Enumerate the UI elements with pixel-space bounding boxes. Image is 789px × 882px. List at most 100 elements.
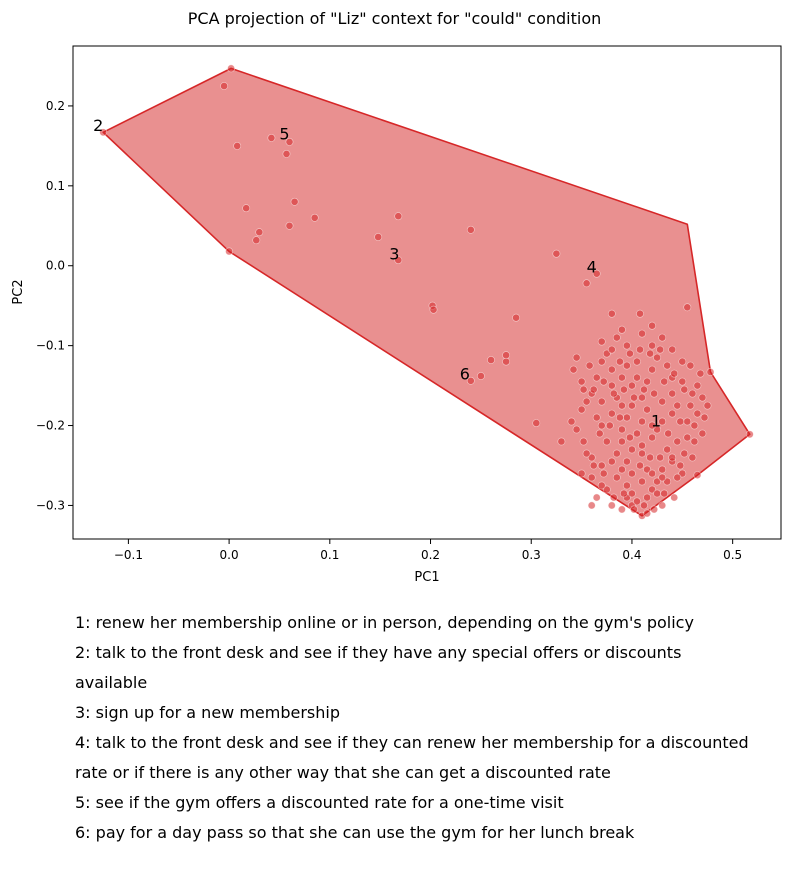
scatter-point xyxy=(582,449,591,458)
caption-line-2: 2: talk to the front desk and see if the… xyxy=(75,643,682,692)
scatter-point xyxy=(646,349,654,358)
scatter-point xyxy=(587,473,596,482)
scatter-point xyxy=(592,413,601,422)
scatter-point xyxy=(595,429,604,438)
scatter-point xyxy=(597,337,606,346)
scatter-point xyxy=(577,405,586,414)
scatter-point xyxy=(282,149,291,158)
annotation-label-1: 1 xyxy=(651,412,661,431)
scatter-point xyxy=(502,351,510,360)
scatter-point xyxy=(592,269,601,278)
scatter-point xyxy=(567,417,576,426)
x-tick-label: 0.2 xyxy=(421,548,440,562)
scatter-point xyxy=(612,473,621,482)
pca-scatter-chart: PCA projection of "Liz" context for "cou… xyxy=(11,9,782,585)
x-axis: −0.1 0.0 0.1 0.2 0.3 0.4 0.5 xyxy=(114,539,742,562)
scatter-point xyxy=(686,401,695,410)
scatter-point xyxy=(628,445,636,454)
scatter-point xyxy=(572,353,581,362)
x-tick-label: 0.0 xyxy=(220,548,239,562)
scatter-point xyxy=(664,429,673,438)
scatter-point xyxy=(638,393,646,402)
scatter-point xyxy=(589,385,598,394)
x-tick-label: −0.1 xyxy=(114,548,143,562)
scatter-point xyxy=(688,453,697,462)
caption-line-4: 4: talk to the front desk and see if the… xyxy=(75,733,749,782)
scatter-point xyxy=(616,357,624,366)
scatter-point xyxy=(394,256,403,264)
scatter-point xyxy=(660,377,669,386)
scatter-point xyxy=(587,501,596,510)
scatter-point xyxy=(678,377,687,386)
scatter-point xyxy=(557,437,566,446)
scatter-point xyxy=(660,489,669,498)
y-tick-label: 0.0 xyxy=(46,259,65,273)
scatter-point xyxy=(643,405,651,414)
scatter-point xyxy=(267,133,276,142)
scatter-point xyxy=(653,477,661,486)
scatter-point xyxy=(579,385,588,394)
scatter-point xyxy=(628,489,636,498)
scatter-point xyxy=(698,429,707,438)
scatter-point xyxy=(648,321,656,330)
scatter-point xyxy=(616,413,624,422)
convex-hull xyxy=(102,67,751,517)
scatter-point xyxy=(688,389,697,398)
y-axis: −0.3 −0.2 −0.1 0.0 0.1 0.2 xyxy=(36,99,73,512)
scatter-point xyxy=(626,433,634,442)
scatter-point xyxy=(628,469,636,478)
scatter-point xyxy=(638,477,646,486)
scatter-point xyxy=(623,413,631,422)
scatter-point xyxy=(587,453,596,462)
scatter-point xyxy=(394,212,403,221)
scatter-point xyxy=(572,425,581,434)
scatter-point xyxy=(466,225,475,234)
scatter-point xyxy=(623,341,631,350)
caption-line-1: 1: renew her membership online or in per… xyxy=(75,613,694,632)
x-tick-label: 0.5 xyxy=(723,548,742,562)
scatter-point xyxy=(668,409,677,418)
scatter-point xyxy=(233,141,242,150)
scatter-point xyxy=(693,381,702,390)
scatter-point xyxy=(640,501,648,510)
scatter-point xyxy=(429,305,438,314)
scatter-point xyxy=(597,481,606,490)
scatter-point xyxy=(599,469,608,478)
scatter-point xyxy=(658,501,667,510)
scatter-point xyxy=(582,397,591,406)
y-tick-label: 0.1 xyxy=(46,179,65,193)
scatter-point xyxy=(602,437,611,446)
scatter-point xyxy=(227,64,235,73)
scatter-point xyxy=(602,485,611,494)
scatter-point xyxy=(620,385,628,394)
scatter-point xyxy=(633,373,641,382)
axes-frame xyxy=(72,45,782,540)
annotation-label-4: 4 xyxy=(587,257,597,276)
scatter-point xyxy=(693,471,702,479)
scatter-point xyxy=(630,393,638,402)
scatter-point xyxy=(255,228,264,237)
scatter-point xyxy=(618,437,626,446)
y-tick-label: 0.2 xyxy=(46,99,65,113)
scatter-point xyxy=(618,373,626,382)
scatter-point xyxy=(658,473,667,482)
scatter-point xyxy=(607,365,616,374)
scatter-point xyxy=(609,493,618,502)
scatter-point xyxy=(242,204,251,213)
scatter-point xyxy=(703,401,712,410)
scatter-point xyxy=(706,368,715,376)
scatter-point xyxy=(646,453,654,462)
scatter-point xyxy=(597,397,606,406)
scatter-point xyxy=(579,437,588,446)
scatter-point xyxy=(597,357,606,366)
scatter-point xyxy=(643,493,651,502)
scatter-point xyxy=(663,445,672,454)
scatter-point xyxy=(668,389,677,398)
scatter-point xyxy=(643,509,651,518)
scatter-point xyxy=(577,377,586,386)
scatter-point xyxy=(618,425,626,434)
x-tick-label: 0.3 xyxy=(522,548,541,562)
scatter-point xyxy=(290,197,299,206)
scatter-point xyxy=(745,430,754,439)
caption-legend: 1: renew her membership online or in per… xyxy=(75,608,755,848)
